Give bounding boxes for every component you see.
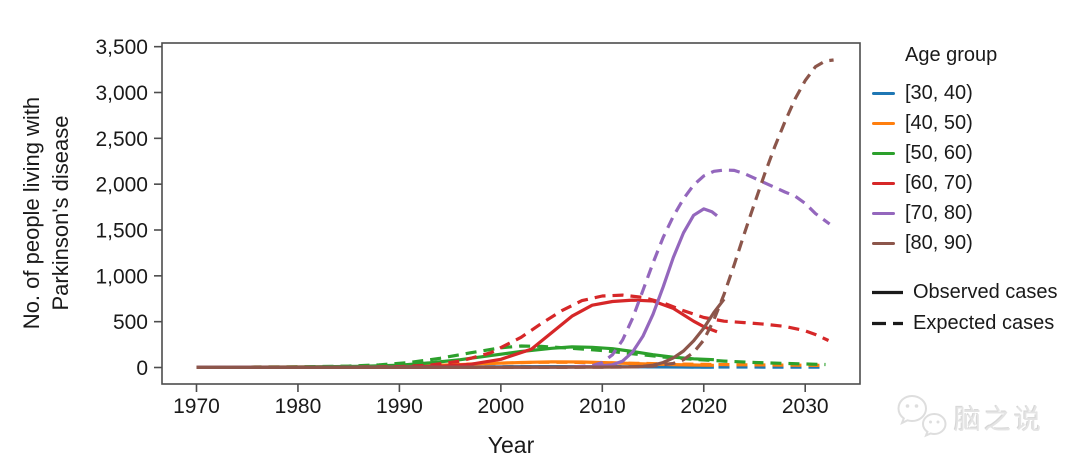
legend-label: Observed cases <box>913 281 1058 303</box>
y-axis-label-line2: Parkinson's disease <box>48 115 73 311</box>
solid-line-icon <box>872 290 903 295</box>
legend-entry-70-80: [70, 80) <box>872 198 1077 228</box>
y-tick-label: 2,000 <box>95 174 148 197</box>
legend-swatch-70-80 <box>872 211 895 215</box>
legend-entry-60-70: [60, 70) <box>872 168 1077 198</box>
legend-line-styles: Observed cases Expected cases <box>872 277 1077 339</box>
x-axis-label: Year <box>487 432 535 458</box>
x-tick-label: 2010 <box>579 395 626 418</box>
legend-entry-80-90: [80, 90) <box>872 228 1077 258</box>
plot-border <box>161 42 861 385</box>
legend-label: [40, 50) <box>905 111 973 134</box>
wechat-bubbles-icon <box>897 394 947 438</box>
series-line-50-60-expected <box>196 344 826 369</box>
x-tick-label: 2030 <box>782 395 829 418</box>
legend-entry-50-60: [50, 60) <box>872 138 1077 168</box>
dashed-line-icon <box>872 321 903 326</box>
legend-label: [70, 80) <box>905 201 973 224</box>
watermark-text: 脑之说 <box>954 404 1044 435</box>
x-tick-label: 2000 <box>477 395 524 418</box>
x-tick-label: 2020 <box>680 395 727 418</box>
series-line-60-70-expected <box>196 293 830 369</box>
y-axis-label-line1: No. of people living with <box>19 96 44 330</box>
y-tick-label: 3,000 <box>95 82 148 105</box>
watermark: 脑之说 <box>896 394 1044 440</box>
legend-label: [30, 40) <box>905 81 973 104</box>
y-tick-label: 2,500 <box>95 128 148 151</box>
series-line-60-70-observed <box>196 298 718 369</box>
legend-swatch-60-70 <box>872 181 895 185</box>
series-line-70-80-observed <box>196 207 719 369</box>
y-tick-label: 3,500 <box>95 36 148 59</box>
series-line-70-80-expected <box>196 168 831 369</box>
legend-swatch-40-50 <box>872 121 895 125</box>
y-tick-label: 500 <box>113 311 148 334</box>
y-tick-label: 1,500 <box>95 220 148 243</box>
series-line-30-40-expected <box>196 365 826 369</box>
y-tick-label: 0 <box>136 357 148 380</box>
y-axis-label: No. of people living with Parkinson's di… <box>17 13 77 413</box>
legend-entry-30-40: [30, 40) <box>872 78 1077 108</box>
legend: Age group [30, 40) [40, 50) [50, 60) [60… <box>872 44 1077 339</box>
legend-swatch-80-90 <box>872 241 895 245</box>
x-tick-label: 1980 <box>275 395 322 418</box>
legend-swatch-50-60 <box>872 151 895 155</box>
x-tick-label: 1970 <box>173 395 220 418</box>
legend-swatch-30-40 <box>872 91 895 95</box>
legend-entry-40-50: [40, 50) <box>872 108 1077 138</box>
legend-label: [50, 60) <box>905 141 973 164</box>
legend-entry-observed: Observed cases <box>872 277 1077 308</box>
legend-entry-expected: Expected cases <box>872 308 1077 339</box>
legend-label: [80, 90) <box>905 231 973 254</box>
legend-title: Age group <box>905 44 998 66</box>
legend-label: Expected cases <box>913 312 1055 334</box>
y-tick-label: 1,000 <box>95 265 148 288</box>
legend-label: [60, 70) <box>905 171 973 194</box>
x-tick-label: 1990 <box>376 395 423 418</box>
series-line-80-90-expected <box>196 58 834 369</box>
